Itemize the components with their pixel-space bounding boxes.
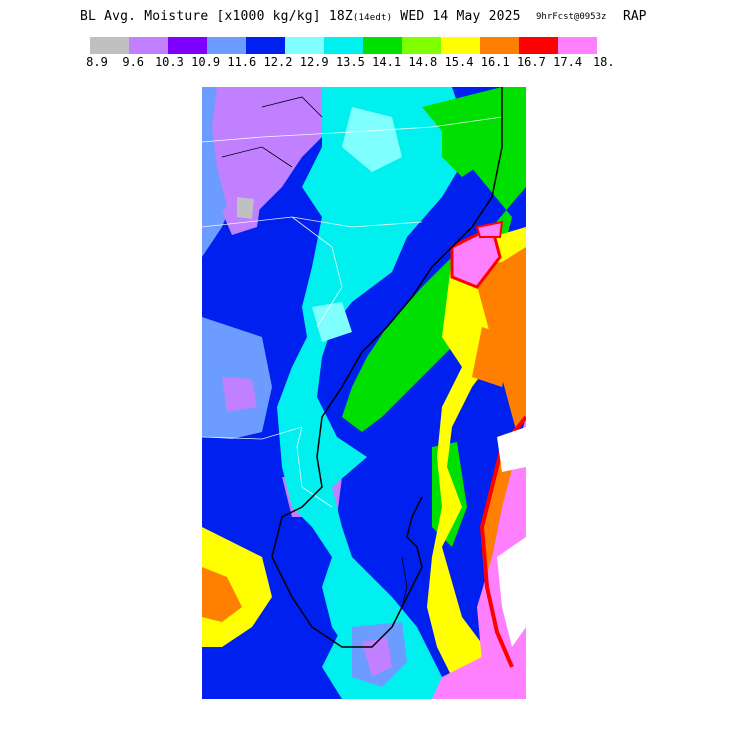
legend-tick-label: 10.9 (191, 55, 221, 69)
legend-swatch (168, 37, 207, 54)
title-bar: BL Avg. Moisture [x1000 kg/kg] 18Z(14edt… (0, 9, 729, 29)
legend-swatch (246, 37, 285, 54)
legend-tick-label: 10.3 (154, 55, 184, 69)
map-title: BL Avg. Moisture [x1000 kg/kg] 18Z(14edt… (80, 9, 521, 24)
legend-tick-label: 17.4 (553, 55, 583, 69)
legend-swatch (90, 37, 129, 54)
legend-swatch (519, 37, 558, 54)
legend-tick-label: 16.1 (480, 55, 510, 69)
legend-swatch (441, 37, 480, 54)
legend-tick-label: 15.4 (444, 55, 474, 69)
legend-swatch (207, 37, 246, 54)
legend-tick-label: 14.8 (408, 55, 438, 69)
legend-tick-label: 14.1 (372, 55, 402, 69)
legend-tick-label: 9.6 (122, 55, 145, 69)
legend-ticks: 8.9 9.6 10.3 10.9 11.6 12.2 12.9 13.5 14.1 14.8 15… (0, 55, 729, 71)
legend-swatch (129, 37, 168, 54)
moisture-map (202, 87, 526, 699)
legend-tick-label: 13.5 (335, 55, 365, 69)
legend-swatch (480, 37, 519, 54)
legend-swatch (558, 37, 597, 54)
legend-tick-label: 12.2 (263, 55, 293, 69)
legend-swatch (402, 37, 441, 54)
legend-tick-label: 16.7 (516, 55, 546, 69)
model-name: RAP (623, 9, 647, 24)
legend-swatch (363, 37, 402, 54)
legend-swatch (285, 37, 324, 54)
forecast-tag: 9hrFcst@0953z (536, 12, 607, 22)
legend-tick-label: 18. (592, 55, 615, 69)
legend-tick-label: 11.6 (227, 55, 257, 69)
color-legend (90, 37, 597, 54)
legend-swatch (324, 37, 363, 54)
legend-tick-label: 8.9 (86, 55, 108, 69)
legend-tick-label: 12.9 (299, 55, 329, 69)
